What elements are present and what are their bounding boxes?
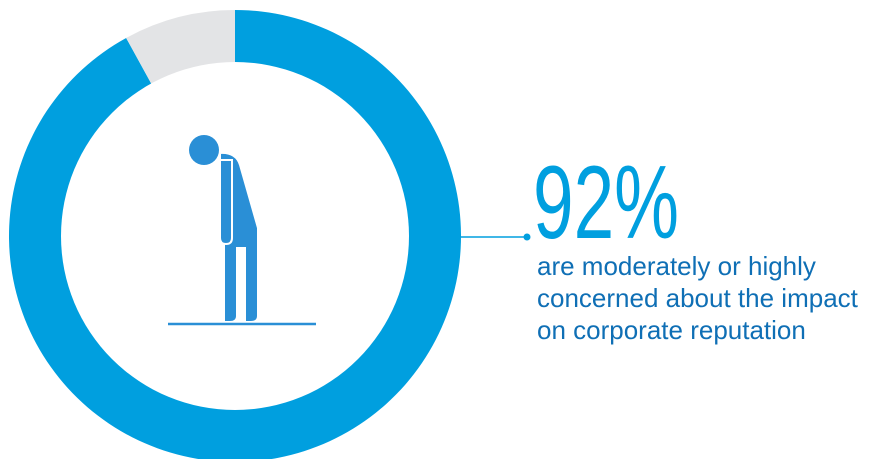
caption: are moderately or highly concerned about…	[537, 251, 858, 345]
value-label: 92%	[533, 145, 679, 261]
connector-dot	[523, 233, 531, 241]
person-icon	[189, 135, 259, 323]
